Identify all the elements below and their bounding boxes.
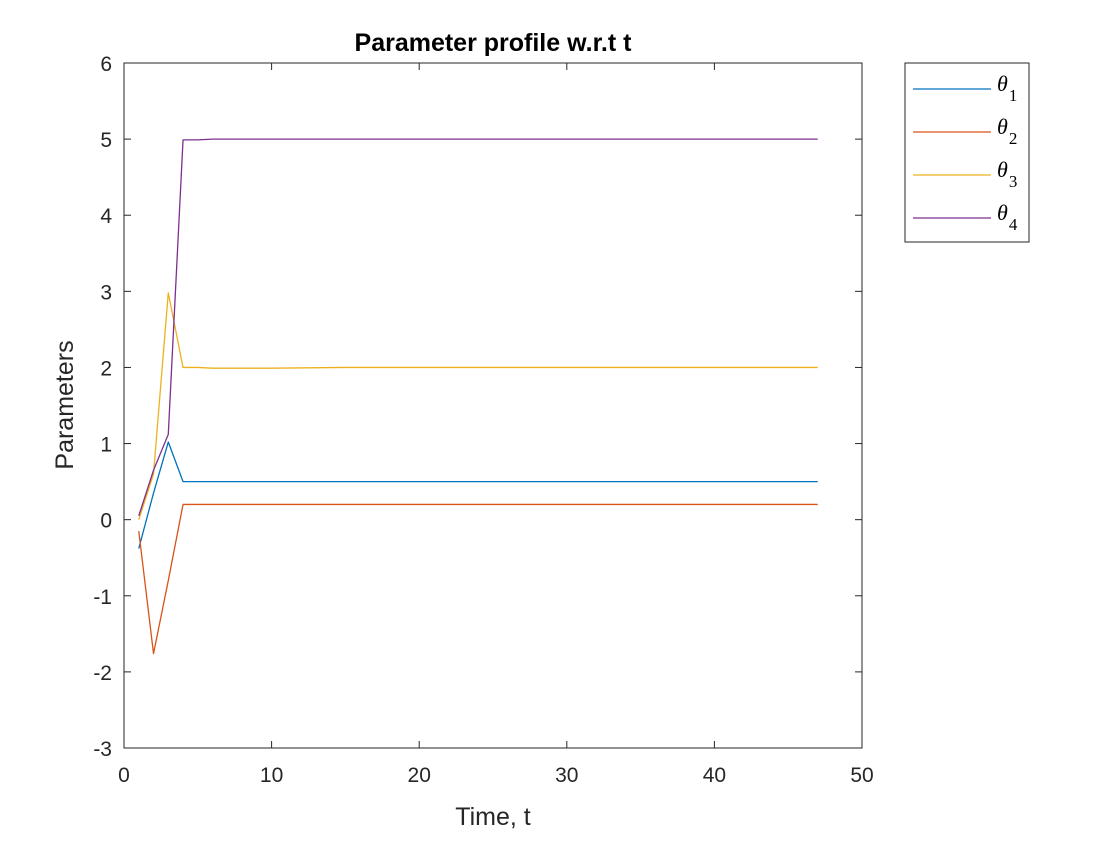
y-tick-label: -3	[93, 738, 112, 761]
legend[interactable]: θ1 θ2 θ3 θ4	[904, 62, 1030, 243]
series-line-3	[138, 292, 818, 520]
series-layer	[138, 138, 818, 655]
y-tick-label: 2	[100, 357, 112, 380]
x-tick-label: 10	[260, 764, 283, 787]
legend-label-1: θ1	[997, 71, 1017, 105]
y-tick-label: 6	[100, 53, 112, 76]
x-tick-label: 30	[555, 764, 578, 787]
x-tick-label: 50	[850, 764, 873, 787]
y-tick-label: 3	[100, 281, 112, 304]
y-tick-label: -2	[93, 662, 112, 685]
y-tick-label: 5	[100, 129, 112, 152]
x-tick-label: 0	[118, 764, 130, 787]
axes-layer	[123, 62, 863, 749]
y-tick-label: 1	[100, 434, 112, 457]
plot-area	[124, 63, 862, 748]
chart-title: Parameter profile w.r.t t	[355, 29, 633, 57]
y-tick-label: -1	[93, 586, 112, 609]
series-line-4	[138, 138, 818, 517]
tick-layer: 0 10 20 30 40 50 -3 -2 -1 0 1 2 3 4 5 6	[93, 53, 873, 787]
x-tick-label: 40	[703, 764, 726, 787]
legend-label-2: θ2	[997, 114, 1017, 148]
axes-box	[123, 62, 863, 749]
legend-items: θ1 θ2 θ3 θ4	[913, 71, 1018, 234]
series-line-2	[138, 503, 818, 655]
y-tick-label: 4	[100, 205, 112, 228]
y-tick-label: 0	[100, 510, 112, 533]
x-axis-label: Time, t	[455, 803, 531, 831]
legend-label-4: θ4	[997, 200, 1018, 234]
y-axis-label: Parameters	[51, 340, 79, 469]
series-line-1	[138, 441, 818, 549]
legend-label-3: θ3	[997, 157, 1017, 191]
x-tick-label: 20	[408, 764, 431, 787]
legend-box	[904, 62, 1030, 243]
